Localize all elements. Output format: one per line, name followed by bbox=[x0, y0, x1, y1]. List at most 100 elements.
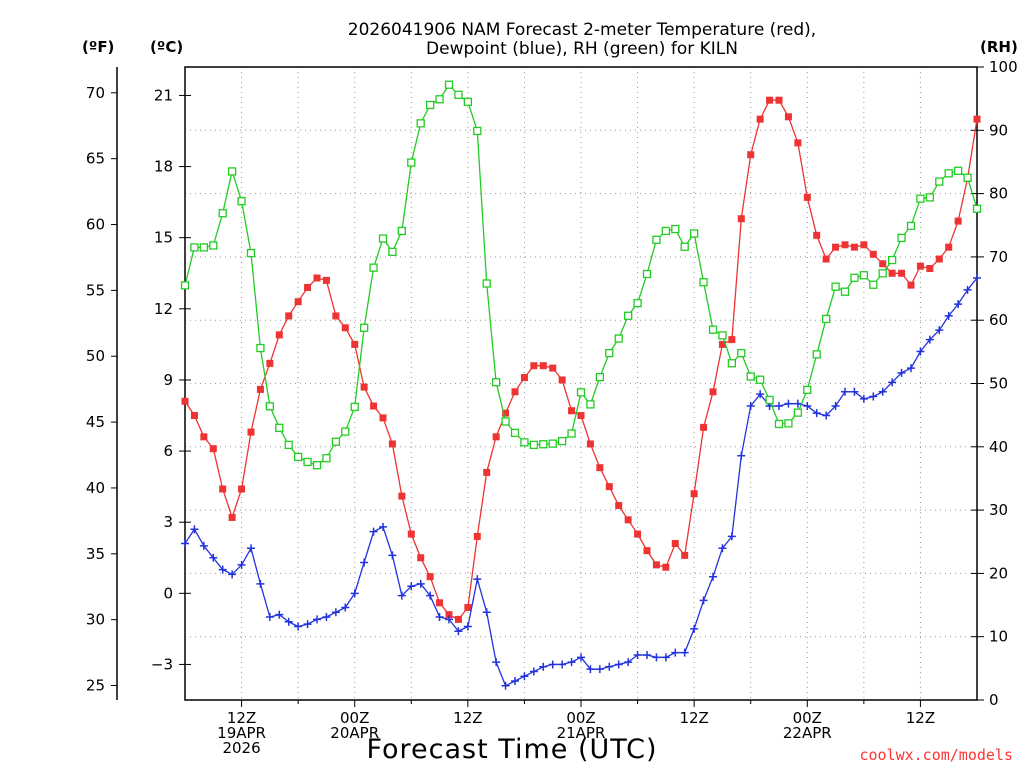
dewpoint-point bbox=[878, 387, 887, 396]
dewpoint-point bbox=[397, 591, 406, 600]
relative-humidity-point bbox=[482, 279, 491, 288]
rh-tick-label: 60 bbox=[989, 311, 1008, 329]
2-meter-temperature-point bbox=[700, 423, 708, 431]
x-tick-label: 12Z bbox=[679, 709, 708, 727]
2-meter-temperature-point bbox=[841, 241, 849, 249]
fahrenheit-unit-label: (ºF) bbox=[82, 38, 114, 56]
dewpoint-point bbox=[916, 347, 925, 356]
fahrenheit-tick-label: 25 bbox=[86, 677, 105, 695]
rh-tick-label: 40 bbox=[989, 438, 1008, 456]
dewpoint-point bbox=[831, 402, 840, 411]
relative-humidity-point bbox=[727, 359, 737, 368]
dewpoint-point bbox=[237, 560, 246, 569]
relative-humidity-point bbox=[331, 437, 341, 446]
relative-humidity-point bbox=[944, 169, 953, 178]
2-meter-temperature-point bbox=[728, 336, 736, 344]
fahrenheit-tick-label: 35 bbox=[86, 545, 105, 563]
2-meter-temperature-point bbox=[803, 193, 811, 201]
2-meter-temperature-point bbox=[275, 331, 283, 339]
x-tick-label: 12Z bbox=[453, 709, 482, 727]
2-meter-temperature-point bbox=[549, 364, 557, 372]
2-meter-temperature-point bbox=[605, 483, 613, 491]
dewpoint-point bbox=[492, 658, 501, 667]
2-meter-temperature-point bbox=[219, 485, 227, 493]
celsius-unit-label: (ºC) bbox=[150, 38, 183, 56]
celsius-tick-label: 0 bbox=[163, 584, 173, 602]
dewpoint-point bbox=[935, 326, 944, 335]
relative-humidity-point bbox=[906, 221, 916, 231]
x-tick-label: 2026 bbox=[222, 739, 260, 757]
2-meter-temperature-point bbox=[294, 298, 302, 306]
fahrenheit-tick-label: 30 bbox=[86, 611, 105, 629]
relative-humidity-point bbox=[237, 197, 246, 206]
relative-humidity-point bbox=[642, 269, 652, 279]
dewpoint-point bbox=[511, 677, 519, 686]
dewpoint-point bbox=[369, 527, 378, 536]
2-meter-temperature-point bbox=[850, 243, 858, 251]
fahrenheit-tick-label: 40 bbox=[86, 479, 105, 497]
relative-humidity-point bbox=[520, 438, 529, 447]
relative-humidity-point bbox=[359, 323, 369, 332]
relative-humidity-point bbox=[209, 241, 218, 250]
dewpoint-point bbox=[973, 274, 981, 282]
2-meter-temperature-point bbox=[266, 359, 274, 367]
relative-humidity-point bbox=[812, 350, 821, 359]
credit-text: coolwx.com/models bbox=[859, 746, 1013, 764]
2-meter-temperature-point bbox=[681, 551, 689, 559]
rh-tick-label: 50 bbox=[989, 375, 1008, 393]
dewpoint-point bbox=[944, 311, 953, 320]
dewpoint-point bbox=[284, 617, 293, 626]
2-meter-temperature-point bbox=[643, 547, 651, 555]
dewpoint-point bbox=[671, 648, 680, 657]
celsius-tick-label: 18 bbox=[154, 158, 173, 176]
celsius-tick-label: 3 bbox=[163, 513, 173, 531]
2-meter-temperature-point bbox=[709, 388, 717, 396]
relative-humidity-point bbox=[680, 242, 689, 251]
relative-humidity-point bbox=[869, 280, 878, 289]
2-meter-temperature-point bbox=[888, 269, 896, 277]
dewpoint-point bbox=[907, 364, 915, 373]
dewpoint-point bbox=[793, 399, 802, 408]
dewpoint-point bbox=[775, 402, 783, 411]
dewpoint-point bbox=[520, 672, 529, 681]
dewpoint-point bbox=[661, 653, 670, 662]
dewpoint-point bbox=[888, 378, 897, 387]
relative-humidity-point bbox=[859, 271, 869, 280]
relative-humidity-point bbox=[435, 95, 444, 104]
2-meter-temperature-point bbox=[926, 265, 934, 273]
relative-humidity-point bbox=[605, 348, 614, 358]
2-meter-temperature-point bbox=[766, 96, 774, 104]
relative-humidity-point bbox=[887, 255, 897, 265]
celsius-tick-label: 6 bbox=[163, 442, 173, 460]
relative-humidity-point bbox=[463, 97, 473, 106]
dewpoint-point bbox=[181, 539, 189, 548]
2-meter-temperature-point bbox=[945, 243, 953, 251]
2-meter-temperature-point bbox=[916, 262, 924, 270]
relative-humidity-point bbox=[633, 298, 642, 308]
x-tick-label: 19APR bbox=[217, 724, 266, 742]
dewpoint-point bbox=[473, 575, 482, 584]
relative-humidity-point bbox=[548, 439, 557, 448]
relative-humidity-point bbox=[821, 314, 831, 324]
2-meter-temperature-point bbox=[690, 490, 698, 498]
dewpoint-point bbox=[567, 658, 576, 667]
relative-humidity-point bbox=[586, 400, 595, 409]
2-meter-temperature-point bbox=[662, 563, 670, 571]
rh-tick-label: 0 bbox=[989, 691, 999, 709]
dewpoint-point bbox=[482, 608, 491, 617]
2-meter-temperature-point bbox=[181, 397, 189, 405]
2-meter-temperature-point bbox=[332, 312, 340, 320]
relative-humidity-point bbox=[444, 80, 454, 89]
2-meter-temperature-point bbox=[973, 115, 981, 123]
dewpoint-point bbox=[275, 610, 284, 619]
2-meter-temperature-point bbox=[775, 96, 783, 104]
2-meter-temperature-point bbox=[511, 388, 519, 396]
dewpoint-point bbox=[897, 368, 906, 377]
dewpoint-point bbox=[737, 451, 746, 460]
2-meter-temperature-point bbox=[247, 428, 255, 436]
relative-humidity-point bbox=[473, 126, 482, 136]
2-meter-temperature-point bbox=[436, 599, 444, 607]
2-meter-temperature-point bbox=[398, 492, 406, 500]
fahrenheit-tick-label: 70 bbox=[86, 84, 105, 102]
relative-humidity-point bbox=[803, 385, 812, 394]
